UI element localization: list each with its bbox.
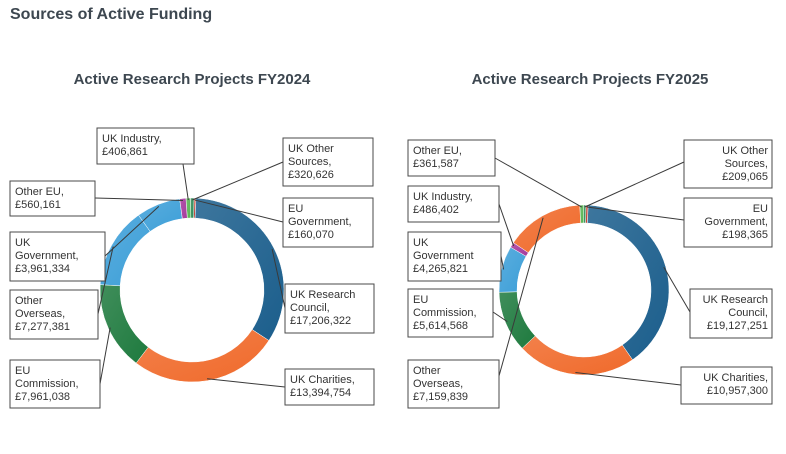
label-text: EU Commission, £5,614,568 (413, 294, 477, 332)
leader-line-other-overseas (498, 217, 544, 377)
donut-chart-fy2025: Active Research Projects FY2025 UK Resea… (407, 71, 773, 409)
slice-other-overseas[interactable] (513, 204, 581, 254)
data-label-uk-charities: UK Charities, £10,957,300 (680, 366, 773, 405)
data-label-other-eu: Other EU, £361,587 (407, 139, 496, 177)
label-text: UK Industry, £406,861 (102, 133, 162, 158)
label-text: UK Other Sources, £209,065 (722, 145, 768, 183)
leader-line-eu-government (194, 199, 284, 223)
label-text: Other Overseas, £7,159,839 (413, 365, 468, 403)
label-text: EU Commission, £7,961,038 (15, 365, 79, 403)
page-title: Sources of Active Funding (10, 6, 213, 23)
label-text: Other Overseas, £7,277,381 (15, 295, 70, 333)
chart-title: Active Research Projects FY2025 (472, 71, 709, 88)
label-text: UK Charities, £13,394,754 (290, 374, 355, 399)
leader-line-eu-government (586, 206, 685, 221)
data-label-eu-commission: EU Commission, £7,961,038 (9, 359, 101, 409)
slice-uk-charities[interactable] (521, 335, 633, 376)
leader-line-eu-commission (99, 327, 111, 385)
label-text: UK Government £4,265,821 (413, 237, 474, 275)
label-box (407, 139, 496, 177)
label-text: UK Research Council, £17,206,322 (290, 289, 355, 327)
label-text: UK Charities, £10,957,300 (703, 372, 768, 397)
label-text: Other EU, £560,161 (15, 186, 64, 211)
slice-other-overseas[interactable] (99, 214, 151, 287)
label-box (407, 359, 500, 409)
data-label-eu-government: EU Government, £160,070 (282, 197, 374, 248)
data-label-other-overseas: Other Overseas, £7,159,839 (407, 359, 500, 409)
label-text: UK Other Sources, £320,626 (288, 143, 334, 181)
leader-line-uk-charities (575, 372, 682, 386)
leader-line-eu-commission (492, 311, 508, 323)
label-text: UK Industry, £486,402 (413, 191, 473, 216)
data-label-uk-charities: UK Charities, £13,394,754 (284, 368, 375, 406)
slice-uk-charities[interactable] (135, 329, 270, 383)
leader-line-uk-industry (498, 203, 515, 247)
label-box (680, 366, 773, 405)
label-box (9, 231, 106, 282)
data-label-uk-government: UK Government £4,265,821 (407, 231, 502, 282)
label-box (282, 197, 374, 248)
leader-line-uk-other-sources (192, 161, 284, 201)
label-box (683, 139, 773, 189)
label-box (407, 185, 500, 223)
leader-line-uk-other-sources (584, 161, 685, 208)
data-label-uk-other-sources: UK Other Sources, £320,626 (282, 137, 374, 187)
data-label-uk-research-council: UK Research Council, £19,127,251 (689, 288, 773, 339)
data-label-uk-industry: UK Industry, £486,402 (407, 185, 500, 223)
label-box (407, 231, 502, 282)
data-label-eu-commission: EU Commission, £5,614,568 (407, 288, 494, 338)
leader-line-uk-industry (182, 163, 189, 201)
label-text: UK Research Council, £19,127,251 (703, 294, 768, 332)
leader-line-uk-research-council (663, 266, 691, 313)
label-box (683, 197, 773, 248)
donut-chart-fy2024: Active Research Projects FY2024 UK Resea… (9, 71, 375, 409)
data-label-uk-government: UK Government, £3,961,334 (9, 231, 106, 282)
label-box (282, 137, 374, 187)
label-box (96, 127, 195, 165)
chart-title: Active Research Projects FY2024 (74, 71, 311, 88)
data-label-uk-industry: UK Industry, £406,861 (96, 127, 195, 165)
label-box (284, 283, 375, 334)
label-box (284, 368, 375, 406)
data-label-other-overseas: Other Overseas, £7,277,381 (9, 289, 99, 340)
slice-other-eu[interactable] (179, 197, 188, 219)
leader-line-uk-research-council (271, 248, 286, 309)
label-box (9, 180, 96, 217)
label-text: EU Government, £160,070 (288, 203, 352, 241)
data-label-other-eu: Other EU, £560,161 (9, 180, 96, 217)
label-box (689, 288, 773, 339)
slice-uk-research-council[interactable] (194, 197, 285, 341)
label-text: Other EU, £361,587 (413, 145, 462, 170)
leader-line-other-eu (94, 197, 184, 201)
leader-line-other-overseas (97, 246, 114, 315)
data-label-eu-government: EU Government, £198,365 (683, 197, 773, 248)
label-text: UK Government, £3,961,334 (15, 237, 79, 275)
label-box (9, 359, 101, 409)
label-text: EU Government, £198,365 (704, 203, 768, 241)
leader-line-other-eu (494, 157, 583, 208)
leader-line-uk-charities (207, 378, 286, 388)
label-box (9, 289, 99, 340)
data-label-uk-other-sources: UK Other Sources, £209,065 (683, 139, 773, 189)
data-label-uk-research-council: UK Research Council, £17,206,322 (284, 283, 375, 334)
slice-uk-research-council[interactable] (587, 204, 670, 361)
slice-eu-commission[interactable] (99, 284, 149, 364)
leader-line-uk-government (104, 205, 160, 257)
label-box (407, 288, 494, 338)
